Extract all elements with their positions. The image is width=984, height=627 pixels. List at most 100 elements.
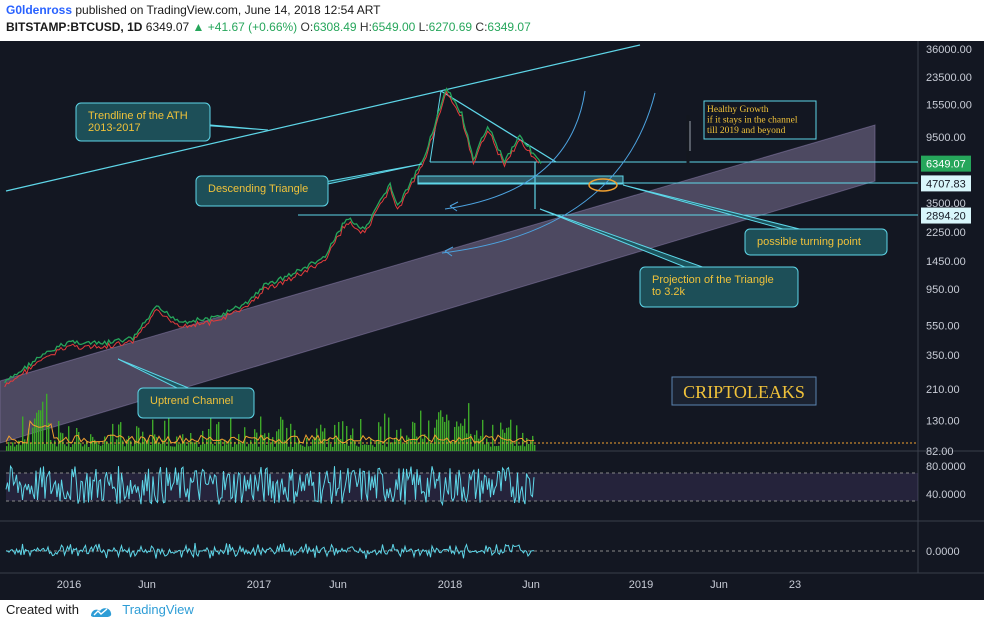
volume-bar <box>92 436 94 451</box>
volume-bar <box>388 417 390 451</box>
volume-bar <box>94 439 96 451</box>
volume-bar <box>40 410 42 451</box>
volume-bar <box>394 438 396 451</box>
volume-bar <box>378 422 380 451</box>
volume-bar <box>508 427 510 451</box>
close-label: C: <box>475 20 488 34</box>
curve-arrowhead <box>444 246 454 257</box>
volume-bar <box>340 439 342 451</box>
volume-bar <box>76 428 78 451</box>
footer: Created with TradingView <box>6 602 194 618</box>
y-tick-label: 15500.00 <box>926 100 972 112</box>
volume-bar <box>476 430 478 451</box>
volume-bar <box>124 446 126 451</box>
high-value: 6549.00 <box>371 20 416 34</box>
volume-bar <box>496 446 498 451</box>
momentum-line <box>5 542 534 559</box>
up-arrow-icon: ▲ <box>192 20 205 34</box>
volume-bar <box>282 419 284 451</box>
volume-bar <box>84 444 86 451</box>
volume-bar <box>274 446 276 451</box>
high-label: H: <box>359 20 372 34</box>
volume-bar <box>172 446 174 451</box>
y-tick-label: 130.00 <box>926 416 960 428</box>
ohlc-line: BITSTAMP:BTCUSD, 1D 6349.07 ▲ +41.67 (+0… <box>6 20 531 34</box>
volume-bar <box>332 446 334 451</box>
price-tag-label: 6349.07 <box>926 159 966 171</box>
tradingview-link[interactable]: TradingView <box>122 602 194 617</box>
price-tag <box>921 207 971 224</box>
volume-bar <box>306 438 308 451</box>
volume-bar <box>328 438 330 451</box>
trendline-callout-label: 2013-2017 <box>88 122 141 134</box>
volume-bar <box>102 444 104 451</box>
author-link[interactable]: G0ldenross <box>6 3 73 17</box>
volume-bar <box>204 443 206 451</box>
volume-bar <box>58 421 60 451</box>
publish-line: G0ldenross published on TradingView.com,… <box>6 3 380 17</box>
volume-bar <box>192 442 194 451</box>
volume-bar <box>470 433 472 451</box>
volume-bar <box>304 446 306 451</box>
volume-bar <box>86 440 88 451</box>
volume-bar <box>284 440 286 451</box>
volume-bar <box>140 442 142 451</box>
chart-area[interactable]: 36000.00 23500.00 15500.00 9500.00 6349.07 47… <box>0 41 984 600</box>
volume-bar <box>380 426 382 451</box>
volume-bar <box>38 410 40 451</box>
volume-bar <box>392 442 394 451</box>
volume-bar <box>514 445 516 451</box>
volume-bar <box>166 445 168 451</box>
curve-arrowhead <box>449 201 459 212</box>
price-tag-label: 2894.20 <box>926 211 966 223</box>
volume-bar <box>194 443 196 451</box>
support-zone <box>417 175 624 185</box>
volume-bar <box>112 423 114 451</box>
volume-bar <box>128 435 130 451</box>
volume-bar <box>420 410 422 451</box>
volume-bar <box>170 446 172 451</box>
volume-bar <box>456 421 458 451</box>
open-value: 6308.49 <box>313 20 357 34</box>
open-label: O: <box>300 20 314 34</box>
volume-bar <box>500 422 502 451</box>
volume-bar <box>62 433 64 451</box>
volume-bar <box>424 434 426 451</box>
volume-bar <box>338 422 340 451</box>
turning-callout-box <box>744 228 888 256</box>
volume-bar <box>450 442 452 451</box>
volume-bar <box>122 440 124 451</box>
volume-bar <box>24 439 26 451</box>
volume-bar <box>8 441 10 451</box>
volume-bar <box>356 445 358 451</box>
y-tick-label: 3500.00 <box>926 198 966 210</box>
volume-bar <box>160 443 162 451</box>
close-value: 6349.07 <box>487 20 531 34</box>
volume-bar <box>316 428 318 451</box>
volume-bar <box>376 440 378 451</box>
x-tick-label: Jun <box>710 579 728 591</box>
volume-bar <box>448 420 450 451</box>
volume-bar <box>370 438 372 451</box>
volume-bar <box>308 446 310 451</box>
y-tick-label: 9500.00 <box>926 132 966 144</box>
volume-bar <box>80 443 82 451</box>
price-chart[interactable]: 36000.00 23500.00 15500.00 9500.00 6349.07 47… <box>0 41 984 600</box>
volume-bar <box>488 442 490 451</box>
volume-bar <box>144 438 146 451</box>
volume-bar <box>146 441 148 451</box>
volume-bar <box>372 445 374 451</box>
volume-bar <box>142 431 144 451</box>
volume-bar <box>208 429 210 451</box>
volume-bar <box>12 442 14 451</box>
volume-bar <box>288 446 290 451</box>
volume-bar <box>260 416 262 451</box>
volume-bar <box>72 444 74 451</box>
volume-bar <box>354 440 356 451</box>
volume-bar <box>214 445 216 451</box>
volume-bar <box>174 446 176 451</box>
volume-bar <box>116 439 118 451</box>
volume-bar <box>454 427 456 451</box>
x-tick-label: 2017 <box>247 579 271 591</box>
x-tick-label: Jun <box>522 579 540 591</box>
